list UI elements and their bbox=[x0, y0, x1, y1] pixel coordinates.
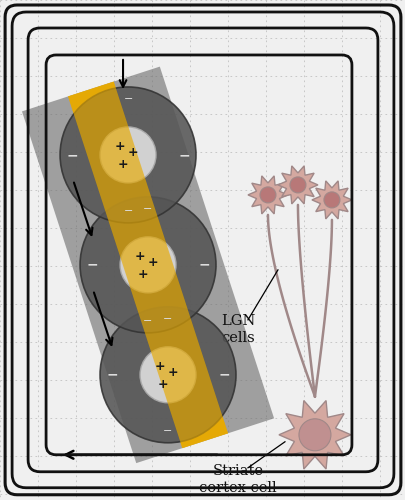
Text: −: − bbox=[178, 148, 190, 162]
Text: −: − bbox=[123, 94, 132, 104]
Text: +: + bbox=[154, 360, 165, 374]
Text: −: − bbox=[86, 258, 98, 272]
Text: −: − bbox=[66, 148, 78, 162]
Text: +: + bbox=[137, 268, 148, 281]
Text: Striate
cortex cell: Striate cortex cell bbox=[199, 464, 276, 496]
Text: −: − bbox=[217, 368, 229, 382]
Polygon shape bbox=[277, 166, 317, 204]
Polygon shape bbox=[68, 82, 228, 448]
Circle shape bbox=[298, 419, 330, 451]
Text: −: − bbox=[198, 258, 209, 272]
Text: −: − bbox=[143, 316, 152, 326]
Circle shape bbox=[289, 177, 305, 193]
Text: +: + bbox=[167, 366, 178, 380]
Circle shape bbox=[140, 347, 196, 403]
Text: +: + bbox=[157, 378, 168, 392]
Text: +: + bbox=[147, 256, 158, 270]
Circle shape bbox=[259, 187, 275, 203]
Polygon shape bbox=[278, 400, 350, 469]
Text: −: − bbox=[106, 368, 117, 382]
Circle shape bbox=[100, 307, 235, 443]
Text: −: − bbox=[123, 206, 132, 216]
Circle shape bbox=[120, 237, 176, 293]
Circle shape bbox=[323, 192, 339, 208]
Text: LGN
cells: LGN cells bbox=[220, 314, 254, 346]
Circle shape bbox=[80, 197, 215, 333]
Polygon shape bbox=[22, 66, 273, 463]
Polygon shape bbox=[247, 176, 287, 214]
Circle shape bbox=[100, 127, 156, 183]
Polygon shape bbox=[311, 181, 351, 219]
Text: +: + bbox=[115, 140, 125, 153]
Text: +: + bbox=[128, 146, 138, 160]
Polygon shape bbox=[68, 82, 228, 448]
Text: −: − bbox=[163, 314, 172, 324]
Circle shape bbox=[60, 87, 196, 223]
Text: +: + bbox=[117, 158, 128, 172]
Text: −: − bbox=[143, 204, 152, 214]
Text: −: − bbox=[163, 426, 172, 436]
Text: +: + bbox=[134, 250, 145, 264]
